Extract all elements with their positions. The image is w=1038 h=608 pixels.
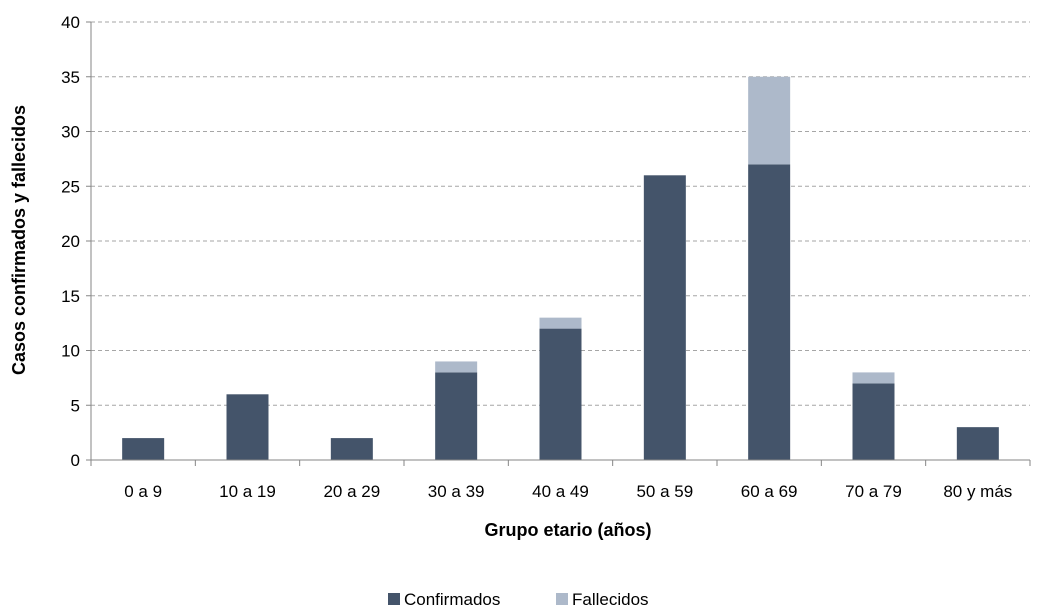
y-tick-label: 30: [61, 123, 80, 142]
x-tick-label: 70 a 79: [845, 482, 902, 501]
bar-confirmados: [643, 175, 686, 461]
bar-confirmados: [748, 164, 791, 460]
bar-confirmados: [435, 372, 478, 460]
y-axis-title: Casos confirmados y fallecidos: [9, 105, 29, 375]
bar-confirmados: [539, 328, 582, 460]
bar-confirmados: [852, 383, 895, 460]
x-tick-label: 80 y más: [943, 482, 1012, 501]
y-tick-label: 35: [61, 68, 80, 87]
x-tick-label: 60 a 69: [741, 482, 798, 501]
y-tick-label: 0: [71, 451, 80, 470]
legend-swatch-confirmados: [388, 593, 400, 605]
bar-confirmados: [122, 438, 165, 460]
x-tick-label: 30 a 39: [428, 482, 485, 501]
bars: [122, 76, 999, 461]
x-tick-label: 0 a 9: [124, 482, 162, 501]
legend: Confirmados Fallecidos: [388, 590, 649, 608]
legend-label-confirmados: Confirmados: [404, 590, 500, 608]
y-tick-label: 40: [61, 13, 80, 32]
y-tick-label: 5: [71, 396, 80, 415]
x-tick-label: 40 a 49: [532, 482, 589, 501]
axes: [90, 22, 1030, 461]
x-tick-label: 50 a 59: [636, 482, 693, 501]
bar-confirmados: [330, 438, 373, 460]
y-tick-label: 15: [61, 287, 80, 306]
bar-confirmados: [226, 394, 269, 460]
bar-fallecidos: [435, 361, 478, 373]
bar-confirmados: [956, 427, 999, 460]
legend-swatch-fallecidos: [556, 593, 568, 605]
bar-fallecidos: [852, 372, 895, 384]
y-tick-label: 25: [61, 177, 80, 196]
bar-fallecidos: [748, 76, 791, 165]
y-tick-label: 10: [61, 342, 80, 361]
x-tick-labels: 0 a 9 10 a 19 20 a 29 30 a 39 40 a 49 50 a 59…: [90, 460, 1031, 501]
x-tick-label: 10 a 19: [219, 482, 276, 501]
x-axis-title: Grupo etario (años): [484, 520, 651, 540]
legend-label-fallecidos: Fallecidos: [572, 590, 649, 608]
x-tick-label: 20 a 29: [323, 482, 380, 501]
y-tick-label: 20: [61, 232, 80, 251]
bar-fallecidos: [539, 317, 582, 329]
y-tick-labels: 0 5 10 15 20 25 30 35 40: [61, 13, 80, 470]
